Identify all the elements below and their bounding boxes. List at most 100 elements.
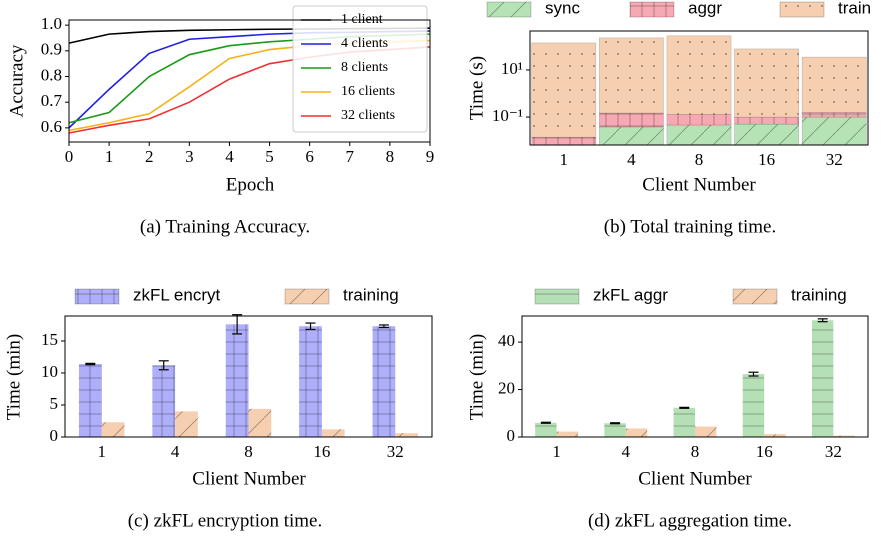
y-tick-label: 0.9 [41,40,62,59]
legend-box [292,5,428,133]
bar-segment [801,116,867,146]
bar [695,426,717,437]
bar [101,422,125,437]
y-tick-label: 10 [41,362,58,381]
legend-label: zkFL encryt [133,285,221,304]
plot-frame [521,315,869,438]
y-axis-label: Accuracy [6,44,27,117]
x-tick-label: 16 [758,150,775,169]
x-tick-label: 4 [627,150,636,169]
error-bar [540,421,551,424]
bar-segment [734,48,799,118]
bar [225,324,249,437]
bar-segment [734,123,799,146]
bar [833,435,855,437]
error-bar [378,324,389,329]
x-tick-label: 1 [552,442,561,461]
bar-segment [531,136,597,146]
plot-frame [529,30,869,146]
error-bar [158,360,169,371]
error-bar [610,422,621,425]
bar [764,434,786,437]
x-tick-label: 8 [695,150,704,169]
bar [604,423,626,437]
error-bar [748,371,759,377]
legend-label: 8 clients [341,60,388,75]
bar [625,428,648,437]
bar-segment [599,37,664,114]
bar [535,422,557,437]
bar [299,326,322,437]
legend-label: 16 clients [341,84,395,99]
y-tick-label: 0 [50,426,59,445]
x-axis-label: Client Number [638,468,752,489]
legend-label: training [791,285,847,304]
legend-label: 32 clients [341,108,395,123]
x-tick-label: 1 [560,150,569,169]
error-bar [232,314,243,335]
x-tick-label: 8 [691,442,700,461]
y-axis-label: Time (min) [466,334,487,420]
y-tick-label: 0.7 [41,91,63,110]
bar-segment [531,42,597,138]
x-tick-label: 16 [756,442,773,461]
x-tick-label: 3 [185,147,194,166]
caption: (c) zkFL encryption time. [128,510,323,531]
x-axis-label: Client Number [642,174,756,195]
y-axis-label: Time (min) [3,334,24,420]
legend-swatch [486,1,532,18]
error-bar [817,318,828,323]
y-tick-label: 0 [507,426,516,445]
bar [152,365,176,437]
x-tick-label: 7 [346,147,355,166]
y-tick-label: 10¹ [501,59,523,78]
x-tick-label: 0 [65,147,74,166]
y-tick-label: 10⁻¹ [492,106,523,125]
x-axis-label: Epoch [226,174,275,195]
legend-label: sync [545,0,580,17]
legend-swatch [284,288,330,305]
bar [395,433,419,437]
x-tick-label: 4 [622,442,631,461]
legend-label: aggr [688,0,722,17]
x-axis-label: Client Number [192,468,306,489]
y-tick-label: 20 [498,378,515,397]
caption: (b) Total training time. [604,216,776,237]
bar [673,407,695,437]
x-tick-label: 9 [426,147,435,166]
bar-segment [599,112,664,128]
caption: (d) zkFL aggregation time. [588,510,792,531]
bar [175,411,198,437]
bar [372,326,396,437]
x-tick-label: 2 [145,147,154,166]
legend-label: 4 clients [341,36,388,51]
bar-segment [801,56,867,113]
legend-swatch [629,1,675,18]
x-tick-label: 32 [825,442,842,461]
bar [556,431,579,437]
x-tick-label: 4 [225,147,234,166]
y-tick-label: 40 [498,331,515,350]
bar [742,374,765,437]
y-tick-label: 0.8 [41,65,62,84]
plot-frame [68,19,431,143]
x-tick-label: 1 [105,147,114,166]
bar-segment [599,126,664,146]
error-bar [679,406,690,409]
bar [811,320,834,437]
error-bar [305,322,316,331]
bar-segment [666,124,732,146]
x-tick-label: 4 [171,442,180,461]
y-axis-label: Time (s) [466,56,487,120]
bar-segment [734,116,799,125]
bar-segment [666,35,732,115]
x-tick-label: 5 [265,147,274,166]
bar-segment [666,114,732,126]
x-tick-label: 32 [826,150,843,169]
bar [248,408,272,437]
bar-segment [801,111,867,118]
x-tick-label: 6 [305,147,314,166]
legend-label: zkFL aggr [593,285,668,304]
x-tick-label: 32 [387,442,404,461]
